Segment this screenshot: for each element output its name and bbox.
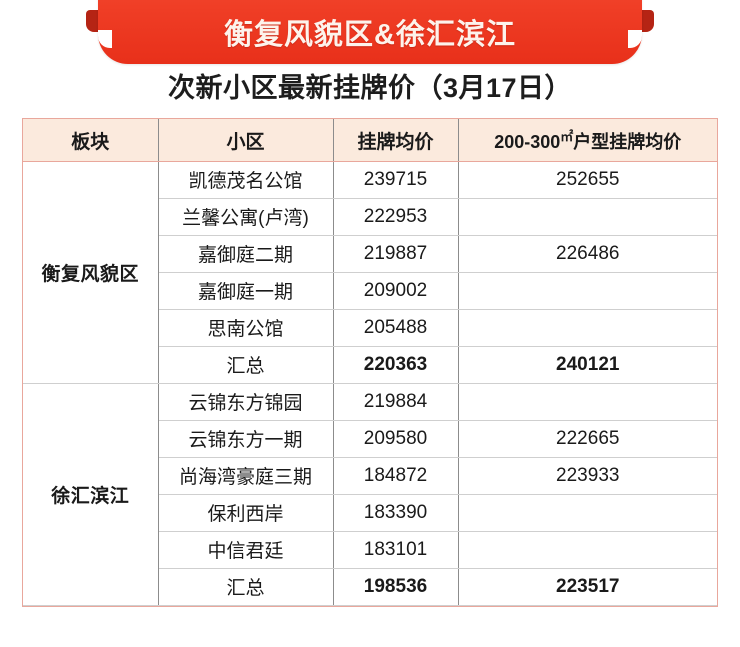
listing-avg-price: 183101 [333,531,459,569]
estate-name: 云锦东方锦园 [158,383,334,421]
summary-listing-avg-price-200-300: 223517 [458,568,717,606]
listing-avg-price: 222953 [333,198,459,236]
summary-listing-avg-price: 198536 [333,568,459,606]
price-table-container: 板块 小区 挂牌均价 200-300㎡户型挂牌均价 衡复风貌区 凯德茂名公馆 2… [22,118,718,607]
estate-name: 嘉御庭一期 [158,272,334,310]
table-row: 尚海湾豪庭三期 184872 223933 [23,457,717,495]
listing-avg-price: 209002 [333,272,459,310]
table-row: 衡复风貌区 凯德茂名公馆 239715 252655 [23,161,717,384]
summary-listing-avg-price-200-300: 240121 [458,346,717,384]
table-row: 徐汇滨江 云锦东方锦园 219884 [23,383,717,606]
table-header-row: 板块 小区 挂牌均价 200-300㎡户型挂牌均价 [23,119,717,162]
table-row: 兰馨公寓(卢湾) 222953 [23,198,717,236]
table-summary-row: 汇总 220363 240121 [23,346,717,384]
table-row: 嘉御庭二期 219887 226486 [23,235,717,273]
table-row: 保利西岸 183390 [23,494,717,532]
table-header: 板块 小区 挂牌均价 200-300㎡户型挂牌均价 [23,119,717,162]
banner-title: 衡复风貌区&徐汇滨江 [224,19,516,51]
estate-name: 兰馨公寓(卢湾) [158,198,334,236]
estate-name: 保利西岸 [158,494,334,532]
price-table: 板块 小区 挂牌均价 200-300㎡户型挂牌均价 衡复风貌区 凯德茂名公馆 2… [23,119,717,606]
table-body: 衡复风貌区 凯德茂名公馆 239715 252655 兰馨公寓(卢湾) 2229… [23,161,717,606]
ribbon-fold-right-decoration [628,30,642,48]
listing-avg-price-200-300: 252655 [458,161,717,199]
summary-label: 汇总 [158,346,334,384]
estate-name: 凯德茂名公馆 [158,161,334,199]
listing-avg-price: 184872 [333,457,459,495]
table-row: 嘉御庭一期 209002 [23,272,717,310]
estate-name: 嘉御庭二期 [158,235,334,273]
column-header-estate: 小区 [158,119,334,162]
listing-avg-price: 219884 [333,383,459,421]
listing-avg-price: 209580 [333,420,459,458]
listing-avg-price-200-300 [458,309,717,347]
estate-name: 尚海湾豪庭三期 [158,457,334,495]
page-subtitle: 次新小区最新挂牌价（3月17日） [167,73,573,103]
column-header-unit: ㎡ [560,129,574,145]
listing-avg-price-200-300: 222665 [458,420,717,458]
listing-avg-price-200-300: 223933 [458,457,717,495]
listing-avg-price-200-300 [458,198,717,236]
summary-label: 汇总 [158,568,334,606]
listing-avg-price-200-300: 226486 [458,235,717,273]
plate-label-block-1: 衡复风貌区 [23,161,159,384]
estate-name: 云锦东方一期 [158,420,334,458]
ribbon-tab-right-decoration [638,10,654,32]
estate-name: 中信君廷 [158,531,334,569]
column-header-rest: 户型挂牌均价 [573,132,682,153]
table-summary-row: 汇总 198536 223517 [23,568,717,606]
listing-avg-price: 183390 [333,494,459,532]
header-banner: 衡复风貌区&徐汇滨江 [98,0,642,64]
estate-name: 思南公馆 [158,309,334,347]
listing-avg-price-200-300 [458,494,717,532]
ribbon-fold-left-decoration [98,30,112,48]
listing-avg-price-200-300 [458,272,717,310]
listing-avg-price-200-300 [458,531,717,569]
price-report-card: 衡复风貌区&徐汇滨江 次新小区最新挂牌价（3月17日） 板块 小区 挂牌均价 2… [0,0,740,607]
listing-avg-price: 219887 [333,235,459,273]
table-row: 思南公馆 205488 [23,309,717,347]
column-header-plate: 板块 [23,119,159,162]
summary-listing-avg-price: 220363 [333,346,459,384]
column-header-price: 挂牌均价 [333,119,459,162]
banner-area: 衡复风貌区&徐汇滨江 [0,0,740,68]
table-row: 云锦东方一期 209580 222665 [23,420,717,458]
listing-avg-price: 239715 [333,161,459,199]
column-header-range: 200-300 [494,132,561,153]
table-row: 中信君廷 183101 [23,531,717,569]
listing-avg-price: 205488 [333,309,459,347]
plate-label-block-2: 徐汇滨江 [23,383,159,606]
listing-avg-price-200-300 [458,383,717,421]
column-header-price-200-300: 200-300㎡户型挂牌均价 [458,119,717,162]
